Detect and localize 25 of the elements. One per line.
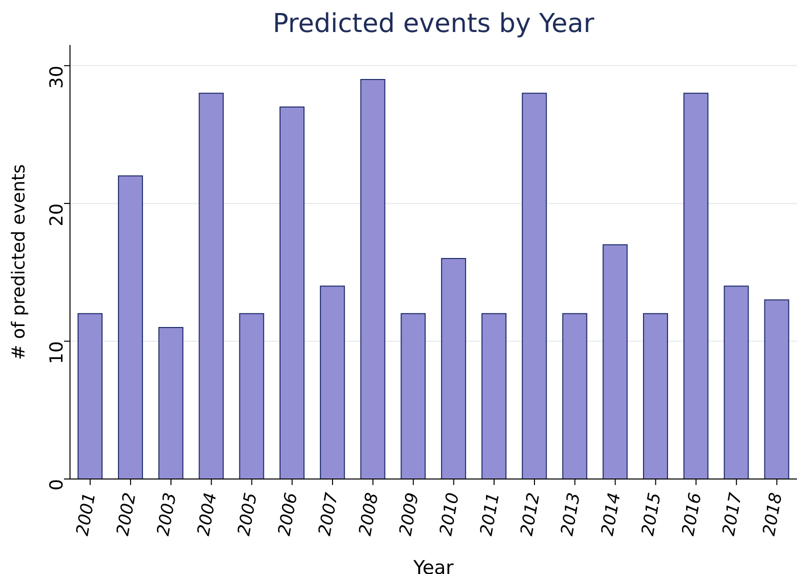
x-tick-label: 2001 <box>72 491 100 538</box>
x-tick-label: 2011 <box>476 491 504 538</box>
x-tick-label: 2005 <box>234 491 262 538</box>
x-tick-label: 2003 <box>154 491 181 538</box>
x-tick-label: 2006 <box>274 491 302 538</box>
x-tick-label: 2008 <box>356 491 383 538</box>
x-tick-label: 2004 <box>194 491 222 538</box>
x-tick-label: 2014 <box>598 491 626 538</box>
x-tick-label: 2018 <box>759 491 787 538</box>
x-axis-title: Year <box>412 557 454 574</box>
x-tick-label: 2012 <box>517 491 544 538</box>
y-axis-title: # of predicted events <box>8 164 30 360</box>
y-tick-label: 0 <box>46 479 68 490</box>
chart-title: Predicted events by Year <box>272 8 596 41</box>
x-tick-label: 2009 <box>396 491 424 538</box>
y-tick-label: 20 <box>46 203 68 226</box>
x-tick-label: 2007 <box>315 491 342 538</box>
x-tick-label: 2017 <box>719 491 746 538</box>
x-tick-label: 2010 <box>436 491 464 538</box>
y-tick-label: 10 <box>46 341 68 364</box>
x-tick-label: 2013 <box>558 491 585 538</box>
x-tick-label: 2002 <box>113 491 140 538</box>
x-tick-label: 2015 <box>638 491 666 538</box>
x-tick-label: 2016 <box>678 491 706 538</box>
y-tick-label: 30 <box>46 66 68 89</box>
